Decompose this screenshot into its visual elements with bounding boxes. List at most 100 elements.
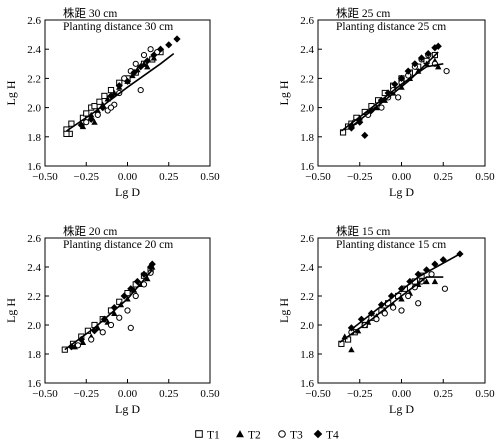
y-tick-label: 2.4 bbox=[300, 262, 314, 274]
data-area bbox=[61, 260, 156, 353]
panel-title-en: Planting distance 25 cm bbox=[336, 21, 446, 33]
data-point bbox=[77, 121, 85, 129]
data-point bbox=[140, 281, 148, 288]
y-axis-label: Lg H bbox=[277, 298, 291, 323]
data-point bbox=[83, 110, 90, 117]
x-tick-label: 0.25 bbox=[434, 171, 454, 183]
data-point bbox=[132, 60, 139, 67]
y-tick-label: 1.6 bbox=[27, 161, 41, 173]
data-point bbox=[121, 75, 128, 82]
x-tick-label: 0.00 bbox=[118, 171, 138, 183]
x-tick-label: 0.00 bbox=[392, 171, 412, 183]
data-point bbox=[411, 60, 419, 68]
y-tick-label: 1.8 bbox=[27, 349, 41, 361]
x-axis-label: Lg D bbox=[115, 185, 140, 199]
data-point bbox=[384, 89, 392, 97]
x-tick-label: −0.25 bbox=[74, 171, 100, 183]
data-point bbox=[130, 68, 138, 77]
legend-marker-T1 bbox=[195, 430, 203, 438]
data-point bbox=[381, 310, 388, 317]
panel-title-en: Planting distance 15 cm bbox=[336, 239, 446, 251]
data-point bbox=[79, 339, 87, 345]
data-point bbox=[144, 63, 151, 70]
data-point bbox=[77, 335, 85, 344]
data-point bbox=[120, 292, 128, 300]
data-point bbox=[143, 57, 151, 65]
y-tick-label: 2.6 bbox=[300, 15, 314, 27]
plot-frame bbox=[317, 19, 486, 167]
x-tick-label: 0.50 bbox=[475, 171, 495, 183]
data-point bbox=[391, 80, 399, 88]
y-tick-label: 2.4 bbox=[27, 44, 41, 56]
data-point bbox=[398, 295, 405, 302]
data-point bbox=[91, 103, 98, 110]
data-point bbox=[123, 77, 132, 85]
data-point bbox=[417, 54, 426, 62]
data-point bbox=[148, 260, 156, 268]
data-point bbox=[395, 94, 402, 101]
data-point bbox=[434, 42, 442, 50]
data-point bbox=[133, 277, 141, 286]
data-point bbox=[431, 278, 439, 285]
series-T2 bbox=[341, 278, 439, 353]
data-point bbox=[74, 342, 82, 349]
x-tick-label: −0.50 bbox=[32, 171, 58, 183]
data-point bbox=[63, 130, 70, 137]
y-tick-label: 1.8 bbox=[27, 132, 41, 144]
x-tick-label: 0.50 bbox=[200, 171, 220, 183]
data-point bbox=[405, 292, 412, 300]
x-tick-label: −0.50 bbox=[305, 171, 331, 183]
y-tick-label: 2.0 bbox=[27, 320, 41, 332]
legend-marker-T3 bbox=[278, 430, 286, 438]
data-point bbox=[115, 82, 123, 90]
y-tick-label: 2.4 bbox=[27, 262, 41, 274]
x-tick-label: 0.00 bbox=[392, 388, 412, 400]
data-point bbox=[361, 131, 369, 139]
data-point bbox=[107, 321, 115, 329]
data-point bbox=[68, 120, 75, 127]
x-tick-label: 0.25 bbox=[159, 171, 179, 183]
data-point bbox=[150, 51, 158, 59]
data-point bbox=[397, 285, 406, 293]
legend-label: T4 bbox=[326, 430, 339, 442]
y-axis-label: Lg H bbox=[277, 80, 291, 105]
y-tick-label: 2.2 bbox=[300, 73, 314, 85]
data-point bbox=[431, 260, 439, 268]
fit-curve bbox=[350, 253, 461, 331]
data-point bbox=[435, 63, 442, 70]
data-point bbox=[387, 292, 396, 300]
data-point bbox=[116, 314, 123, 321]
data-point bbox=[107, 86, 115, 94]
series-T4 bbox=[77, 35, 181, 129]
x-tick-label: −0.25 bbox=[74, 388, 100, 400]
data-point bbox=[423, 278, 430, 285]
panel-4: −0.50 −0.25 0.00 0.25 0.50 1.6 1.8 2.0 2.2 2.4 2.6… bbox=[277, 224, 495, 416]
x-tick-label: 0.50 bbox=[475, 388, 495, 400]
data-point bbox=[354, 327, 362, 334]
y-tick-label: 2.4 bbox=[300, 44, 314, 56]
data-point bbox=[96, 98, 103, 105]
data-point bbox=[456, 250, 464, 258]
data-point bbox=[61, 346, 68, 353]
series-T1 bbox=[338, 272, 425, 347]
data-point bbox=[431, 44, 439, 52]
data-point bbox=[406, 277, 414, 286]
data-area bbox=[338, 250, 464, 353]
data-point bbox=[441, 285, 449, 292]
data-point bbox=[397, 74, 406, 82]
data-point bbox=[137, 86, 144, 94]
data-point bbox=[373, 316, 380, 323]
data-point bbox=[424, 49, 432, 58]
data-point bbox=[390, 304, 397, 311]
data-area bbox=[63, 35, 181, 137]
data-point bbox=[94, 111, 101, 119]
data-point bbox=[378, 104, 385, 111]
panel-title-en: Planting distance 20 cm bbox=[63, 239, 173, 251]
data-point bbox=[347, 324, 355, 332]
data-point bbox=[140, 51, 148, 59]
panel-title-cn: 株距 15 cm bbox=[336, 224, 390, 238]
data-point bbox=[140, 270, 148, 278]
panel-title-cn: 株距 30 cm bbox=[63, 6, 117, 20]
data-point bbox=[107, 92, 115, 100]
